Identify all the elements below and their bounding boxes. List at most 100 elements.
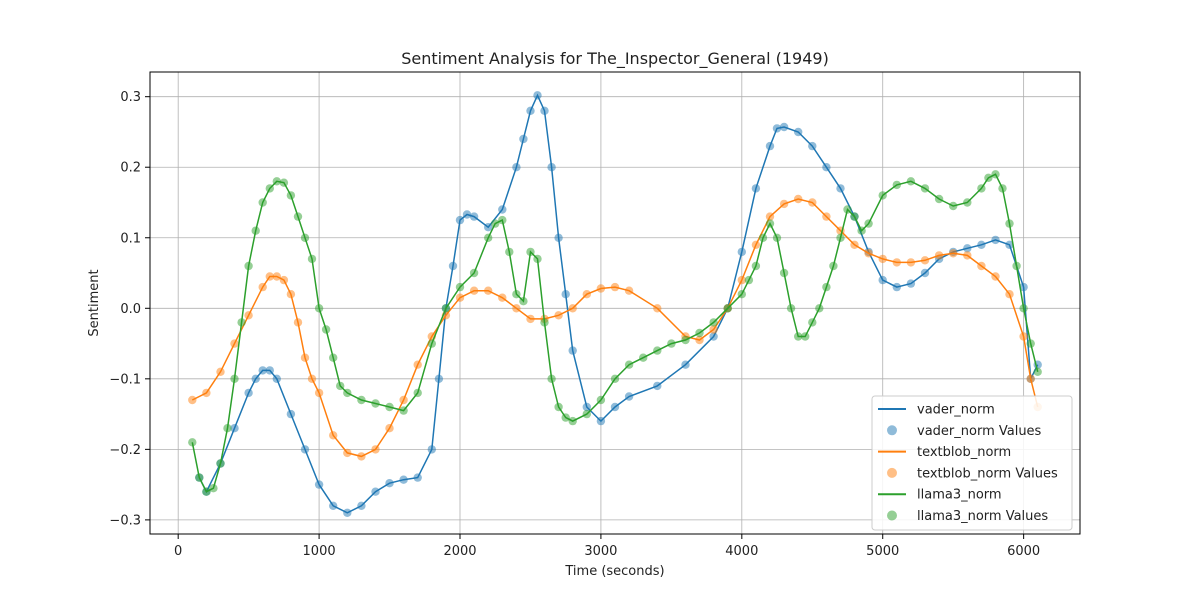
vader_norm-point (462, 210, 472, 219)
vader_norm-point (329, 501, 338, 510)
vader_norm-point (300, 445, 310, 454)
llama3_norm-point (1005, 219, 1014, 228)
llama3_norm-point (1019, 304, 1028, 313)
llama3_norm-point (469, 268, 479, 278)
llama3_norm-point (1026, 339, 1035, 348)
llama3_norm-point (519, 297, 528, 306)
textblob_norm-point (624, 286, 634, 295)
llama3_norm-point (413, 388, 422, 398)
llama3_norm-point (547, 374, 556, 383)
x-tick-label: 2000 (443, 544, 476, 559)
textblob_norm-point (1026, 374, 1035, 383)
llama3_norm-point (336, 381, 345, 391)
textblob_norm-point (399, 395, 408, 405)
textblob_norm-point (293, 318, 303, 327)
llama3_norm-point (561, 413, 570, 422)
llama3_norm-point (991, 170, 1000, 179)
llama3_norm-point (272, 177, 281, 186)
llama3_norm-point (1033, 367, 1042, 376)
llama3_norm-point (920, 184, 930, 193)
vader_norm-point (765, 141, 775, 151)
llama3_norm-point (286, 191, 296, 200)
vader_norm-point (265, 366, 274, 375)
textblob_norm-point (413, 360, 422, 369)
llama3_norm-point (744, 275, 754, 285)
llama3_norm-point (1012, 261, 1021, 271)
vader_norm-point (1005, 240, 1014, 249)
llama3_norm-point (371, 399, 380, 408)
vader_norm-point (991, 235, 1000, 245)
textblob_norm-point (751, 240, 761, 249)
textblob_norm-point (878, 254, 887, 264)
textblob_norm-point (385, 424, 394, 433)
llama3_norm-point (385, 402, 394, 412)
llama3_norm-point (357, 395, 366, 405)
llama3_norm-point (202, 487, 211, 496)
llama3_norm-point (244, 261, 253, 271)
vader_norm-point (906, 279, 916, 288)
textblob_norm-point (568, 304, 577, 313)
legend-label: textblob_norm Values (917, 466, 1058, 481)
vader_norm-point (892, 282, 901, 292)
llama3_norm-point (864, 219, 873, 228)
vader_norm-point (448, 261, 458, 271)
vader_norm-point (272, 374, 281, 383)
vader_norm-point (413, 473, 422, 482)
llama3_norm-point (639, 353, 648, 362)
llama3_norm-point (554, 402, 563, 412)
vader_norm-point (751, 184, 761, 193)
textblob_norm-point (794, 194, 803, 204)
textblob_norm-line (191, 198, 1039, 458)
x-tick-label: 6000 (1007, 544, 1040, 559)
llama3_norm-point (984, 173, 993, 182)
textblob_norm-point (610, 282, 620, 292)
vader_norm-point (610, 402, 620, 412)
textblob_norm-point (272, 272, 281, 281)
x-tick-label: 4000 (725, 544, 758, 559)
llama3_norm-point (512, 290, 521, 299)
llama3_norm-point (491, 219, 500, 228)
textblob_norm-point (526, 314, 535, 324)
llama3_norm-point (801, 332, 810, 341)
plot-frame (149, 71, 1081, 535)
legend-label: llama3_norm Values (917, 509, 1048, 524)
textblob_norm-point (709, 325, 718, 334)
vader_norm-point (681, 360, 690, 369)
vader_norm-point (794, 127, 803, 137)
vader_norm-point (772, 124, 782, 133)
textblob_norm-point (864, 249, 873, 258)
y-tick-label: 0.3 (120, 90, 141, 105)
textblob_norm-point (357, 452, 366, 461)
llama3_norm-series (188, 170, 1042, 496)
vader_norm-point (343, 508, 352, 517)
llama3_norm-point (892, 180, 901, 190)
llama3_norm-point (653, 346, 662, 355)
llama3_norm-point (815, 304, 824, 313)
llama3_norm-point (723, 304, 732, 313)
vader_norm-point (596, 416, 606, 426)
textblob_norm-point (949, 249, 958, 258)
llama3_norm-point (526, 247, 535, 257)
textblob_norm-point (188, 395, 197, 405)
axis-ticks: 0 1000 2000 3000 4000 5000 6000 −0.3 −0.2 −0.1 0.0… (109, 90, 1040, 559)
vader_norm-point (554, 233, 563, 242)
vader_norm-point (547, 163, 556, 172)
vader_norm-point (519, 134, 528, 144)
legend-label: llama3_norm (917, 488, 1002, 503)
llama3_norm-point (949, 201, 958, 211)
vader_norm-point (709, 332, 718, 341)
vader_norm-point (582, 402, 591, 412)
llama3_norm-point (568, 416, 577, 426)
x-tick-label: 5000 (866, 544, 899, 559)
llama3_norm-point (427, 339, 436, 348)
vader_norm-point (822, 163, 831, 172)
legend-marker-swatch (887, 425, 897, 436)
llama3_norm-point (829, 261, 838, 271)
llama3_norm-point (906, 177, 916, 186)
textblob_norm-point (765, 212, 775, 221)
llama3_norm-point (216, 459, 225, 468)
y-tick-label: 0.0 (120, 302, 141, 317)
x-tick-label: 0 (174, 544, 182, 559)
vader_norm-point (484, 223, 493, 232)
